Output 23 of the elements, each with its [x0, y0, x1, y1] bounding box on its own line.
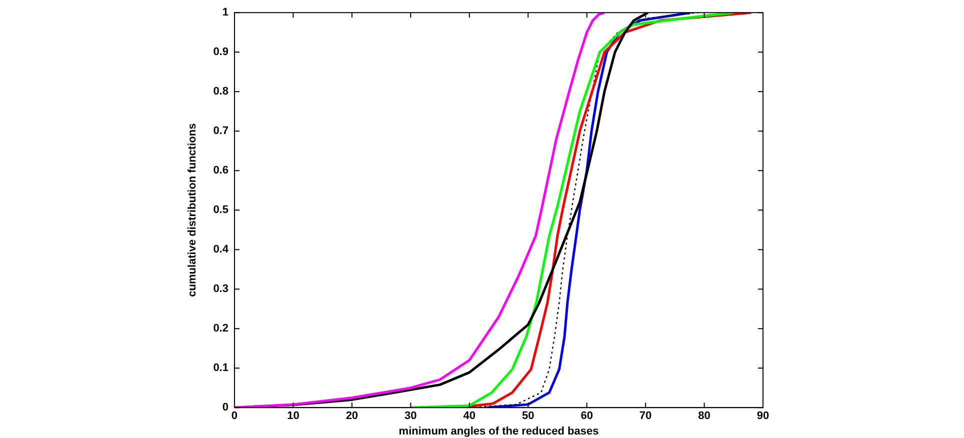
x-tick-label: 40	[463, 410, 476, 422]
x-tick-label: 60	[580, 410, 593, 422]
x-tick-label: 10	[287, 410, 300, 422]
x-tick-label: 0	[231, 410, 238, 422]
y-tick-label: 1	[222, 6, 228, 19]
y-tick-label: 0.4	[213, 244, 230, 256]
x-tick-label: 70	[639, 410, 652, 422]
x-axis-title: minimum angles of the reduced bases	[398, 425, 599, 438]
x-tick-label: 50	[522, 410, 534, 422]
y-tick-label: 0.6	[213, 164, 228, 177]
y-tick-label: 0.5	[213, 204, 228, 216]
y-tick-label: 0.3	[213, 283, 228, 296]
y-tick-label: 0.8	[213, 86, 228, 98]
x-tick-label: 80	[698, 410, 710, 422]
y-axis-title: cumulative distribution functions	[186, 123, 199, 297]
x-tick-label: 30	[404, 410, 417, 422]
y-tick-label: 0.1	[213, 362, 228, 374]
y-tick-label: 0.2	[213, 322, 228, 335]
x-tick-label: 90	[756, 410, 770, 422]
y-tick-label: 0.7	[213, 125, 228, 138]
x-tick-label: 20	[346, 410, 358, 422]
y-tick-label: 0	[222, 402, 228, 414]
y-tick-label: 0.9	[213, 46, 228, 58]
